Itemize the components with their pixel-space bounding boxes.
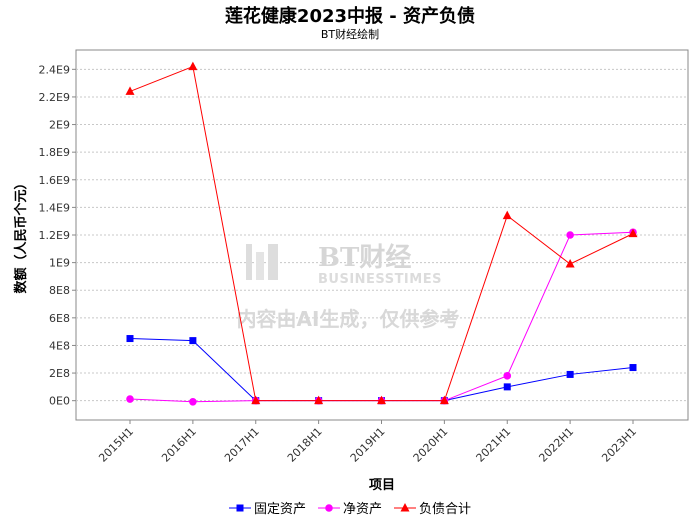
data-point <box>628 228 638 238</box>
legend-swatch <box>394 502 416 511</box>
y-tick-label: 0E0 <box>49 395 70 408</box>
watermark-brand: BT财经 <box>318 242 411 273</box>
data-point <box>566 231 574 239</box>
y-tick-label: 4E8 <box>49 339 70 352</box>
watermark-logo-bar-1 <box>246 244 252 280</box>
y-tick-label: 1E9 <box>49 257 70 270</box>
x-tick-label: 2018H1 <box>285 425 325 465</box>
x-tick-label: 2020H1 <box>411 425 451 465</box>
x-tick-label: 2016H1 <box>159 425 199 465</box>
x-tick-label: 2023H1 <box>599 425 639 465</box>
y-tick-label: 2E8 <box>49 367 70 380</box>
y-tick-label: 8E8 <box>49 284 70 297</box>
data-point <box>439 395 449 405</box>
y-tick-label: 2E9 <box>49 119 70 132</box>
series-group <box>125 61 638 406</box>
legend-item: 净资产 <box>317 498 382 517</box>
watermark-notice: 内容由AI生成，仅供参考 <box>237 307 460 331</box>
y-tick-label: 1.4E9 <box>39 201 70 214</box>
legend-swatch <box>317 503 340 512</box>
watermark-brand-en: BUSINESSTIMES <box>318 272 442 287</box>
data-point <box>126 395 134 403</box>
legend: 固定资产 净资产 负债合计 <box>0 498 700 518</box>
y-tick-label: 2.4E9 <box>39 63 70 76</box>
data-point <box>377 395 386 405</box>
y-tick-label: 1.2E9 <box>39 229 70 242</box>
data-point <box>629 364 637 372</box>
legend-label: 净资产 <box>342 502 382 517</box>
x-tick-label: 2017H1 <box>222 425 262 465</box>
y-tick-label: 2.2E9 <box>39 91 70 104</box>
legend-label: 负债合计 <box>419 502 472 517</box>
legend-item: 负债合计 <box>394 498 471 517</box>
data-point <box>188 61 198 71</box>
data-point <box>126 335 134 343</box>
data-point <box>189 397 197 406</box>
data-point <box>189 337 197 345</box>
x-tick-label: 2022H1 <box>536 425 576 465</box>
y-tick-label: 6E8 <box>49 312 70 325</box>
x-tick-label: 2021H1 <box>474 425 514 465</box>
data-point <box>503 383 511 391</box>
data-point <box>503 372 512 380</box>
watermark-logo-bar-2 <box>256 252 264 280</box>
x-tick-label: 2015H1 <box>96 425 136 465</box>
legend-swatch <box>228 504 251 511</box>
watermark-logo-bar-3 <box>268 244 278 280</box>
series-3 <box>125 61 638 405</box>
data-point <box>125 86 135 95</box>
data-point <box>314 395 324 405</box>
legend-label: 固定资产 <box>253 502 306 517</box>
data-point <box>566 370 574 378</box>
y-axis-title: 数额（人民币个元） <box>13 176 29 293</box>
y-tick-label: 1.8E9 <box>39 146 70 159</box>
data-point <box>565 258 575 268</box>
chart-title: 莲花健康2023中报 - 资产负债 <box>224 6 476 27</box>
chart-subtitle: BT财经绘制 <box>320 28 380 41</box>
gridlines <box>76 68 688 402</box>
x-axis-title: 项目 <box>369 478 395 493</box>
x-axis-ticks: 2015H1 2016H1 2017H1 2018H1 2019H1 2020H1 2021… <box>96 420 639 465</box>
legend-item: 固定资产 <box>228 498 306 517</box>
data-point <box>251 395 261 405</box>
y-axis-ticks: 0E0 2E8 4E8 6E8 8E8 1E9 1.2E9 1.4E9 1.6E9 1.8E9 2E… <box>39 63 76 408</box>
data-point <box>502 210 512 220</box>
y-tick-label: 1.6E9 <box>39 174 70 187</box>
x-tick-label: 2019H1 <box>348 425 388 465</box>
watermark: BT财经 BUSINESSTIMES 内容由AI生成，仅供参考 <box>237 242 460 331</box>
